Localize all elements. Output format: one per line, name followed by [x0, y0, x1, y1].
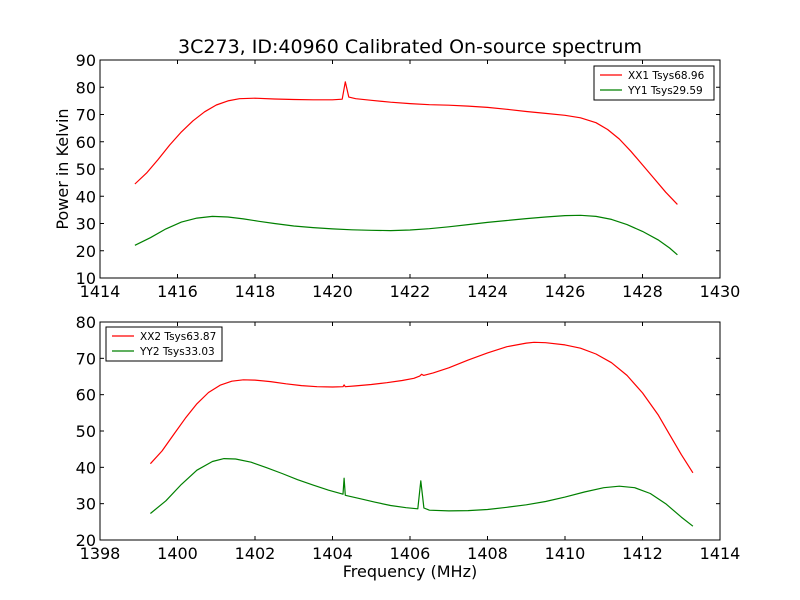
legend: XX2 Tsys63.87 YY2 Tsys33.03 — [105, 326, 223, 362]
series-line-xx1 — [134, 81, 678, 205]
x-tick-label: 1398 — [80, 544, 121, 563]
series-line-xx2 — [149, 341, 694, 474]
x-tick-label: 1410 — [545, 544, 586, 563]
y-tick-label: 60 — [76, 386, 96, 405]
series-line-yy2 — [150, 458, 694, 527]
y-tick-label: 30 — [76, 215, 96, 234]
x-tick-label: 1430 — [700, 282, 741, 301]
x-tick-label: 1414 — [80, 282, 121, 301]
x-axis-label: Frequency (MHz) — [343, 562, 477, 581]
x-tick-label: 1400 — [157, 544, 198, 563]
x-tick-label: 1404 — [312, 544, 353, 563]
y-tick-label: 90 — [76, 51, 96, 70]
y-tick-label: 50 — [76, 160, 96, 179]
x-tick-label: 1422 — [390, 282, 431, 301]
y-tick-label: 40 — [76, 187, 96, 206]
x-tick-label: 1412 — [622, 544, 663, 563]
y-tick-label: 20 — [76, 531, 96, 550]
x-tick-label: 1408 — [467, 544, 508, 563]
legend-label: YY1 Tsys29.59 — [627, 85, 703, 97]
figure-title: 3C273, ID:40960 Calibrated On-source spe… — [178, 36, 642, 58]
x-tick-label: 1402 — [235, 544, 276, 563]
x-tick-label: 1416 — [157, 282, 198, 301]
x-tick-label: 1418 — [235, 282, 276, 301]
y-tick-label: 80 — [76, 78, 96, 97]
y-axis-label: Power in Kelvin — [53, 108, 72, 229]
legend-box — [105, 326, 223, 362]
x-tick-label: 1420 — [312, 282, 353, 301]
legend-box — [593, 65, 715, 101]
y-tick-label: 80 — [76, 313, 96, 332]
x-tick-label: 1406 — [390, 544, 431, 563]
y-tick-label: 20 — [76, 242, 96, 261]
x-tick-label: 1414 — [700, 544, 741, 563]
y-tick-label: 10 — [76, 269, 96, 288]
series-line-yy1 — [134, 214, 678, 256]
y-tick-label: 50 — [76, 422, 96, 441]
legend-label: YY2 Tsys33.03 — [139, 346, 215, 358]
legend-label: XX1 Tsys68.96 — [628, 70, 705, 82]
x-tick-label: 1424 — [467, 282, 508, 301]
y-tick-label: 70 — [76, 106, 96, 125]
top-spectrum-plot: 1414 1416 1418 1420 1422 1424 1426 1428 1430 10 20… — [76, 51, 741, 301]
y-tick-label: 30 — [76, 495, 96, 514]
legend: XX1 Tsys68.96 YY1 Tsys29.59 — [593, 65, 715, 101]
y-tick-label: 60 — [76, 133, 96, 152]
x-tick-label: 1428 — [622, 282, 663, 301]
y-tick-label: 70 — [76, 349, 96, 368]
x-tick-label: 1426 — [545, 282, 586, 301]
y-tick-label: 40 — [76, 458, 96, 477]
bottom-spectrum-plot: 1398 1400 1402 1404 1406 1408 1410 1412 1414 20 30… — [76, 313, 741, 563]
legend-label: XX2 Tsys63.87 — [140, 331, 216, 343]
